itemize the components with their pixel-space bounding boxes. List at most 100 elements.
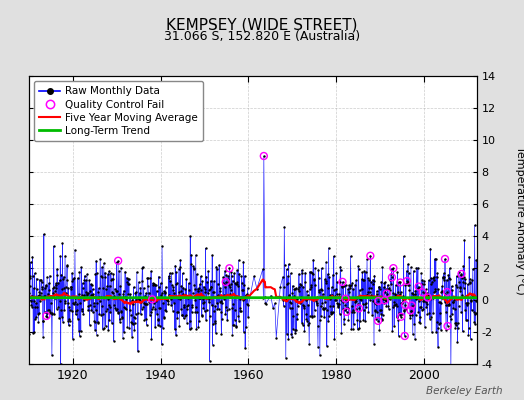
Point [294,284,303,290]
Point [423,294,432,301]
Point [62,284,70,290]
Point [140,300,148,306]
Point [311,307,319,314]
Point [450,294,458,301]
Point [229,301,237,308]
Point [353,326,362,332]
Point [129,284,138,290]
Point [123,274,131,281]
Point [411,312,420,318]
Point [51,288,59,294]
Point [369,278,378,284]
Point [384,286,392,292]
Point [225,282,233,288]
Point [155,284,163,290]
Point [32,314,40,320]
Point [446,313,455,320]
Point [291,297,300,303]
Point [78,306,86,313]
Point [209,341,217,348]
Point [115,291,123,297]
Point [176,264,184,270]
Point [207,284,215,290]
Point [113,306,121,312]
Point [286,299,294,305]
Point [203,294,211,301]
Point [135,279,143,285]
Point [222,272,231,278]
Point [111,285,119,292]
Point [204,287,213,293]
Point [133,269,141,275]
Point [336,267,345,273]
Point [437,327,445,333]
Point [326,311,335,318]
Point [428,294,436,301]
Point [334,304,343,310]
Point [315,352,324,358]
Point [313,323,322,329]
Point [304,302,313,308]
Point [199,305,208,312]
Point [177,283,185,290]
Point [174,288,183,295]
Point [461,276,470,282]
Point [149,280,157,286]
Point [220,296,228,302]
Point [29,298,38,304]
Point [302,296,311,302]
Legend: Raw Monthly Data, Quality Control Fail, Five Year Moving Average, Long-Term Tren: Raw Monthly Data, Quality Control Fail, … [34,81,203,141]
Point [210,278,218,284]
Point [91,270,100,277]
Point [218,316,226,322]
Point [234,283,242,290]
Point [166,294,174,300]
Point [165,275,173,282]
Point [392,300,400,307]
Point [125,324,134,331]
Point [215,262,223,268]
Point [29,273,37,280]
Point [67,286,75,292]
Point [403,279,412,286]
Point [449,299,457,306]
Point [131,290,139,296]
Point [307,284,315,291]
Point [380,297,389,304]
Point [103,283,111,290]
Point [173,295,182,301]
Point [155,273,163,280]
Point [388,274,396,280]
Point [384,302,392,309]
Point [371,307,379,314]
Point [150,282,159,288]
Point [454,320,462,326]
Point [79,285,87,291]
Point [444,272,453,278]
Point [183,292,192,299]
Point [134,348,142,354]
Point [171,326,179,333]
Point [279,297,287,304]
Point [154,316,162,322]
Point [326,303,335,310]
Point [91,318,99,325]
Point [185,318,194,324]
Point [110,338,118,344]
Point [443,289,451,295]
Point [450,297,458,304]
Point [128,296,137,303]
Point [90,303,98,309]
Point [161,306,170,313]
Point [295,288,303,295]
Point [448,287,456,294]
Point [329,303,337,310]
Point [367,292,376,298]
Point [67,283,75,290]
Point [413,284,422,291]
Point [80,277,89,284]
Point [341,307,349,314]
Point [57,306,66,313]
Point [190,282,199,289]
Point [184,280,193,286]
